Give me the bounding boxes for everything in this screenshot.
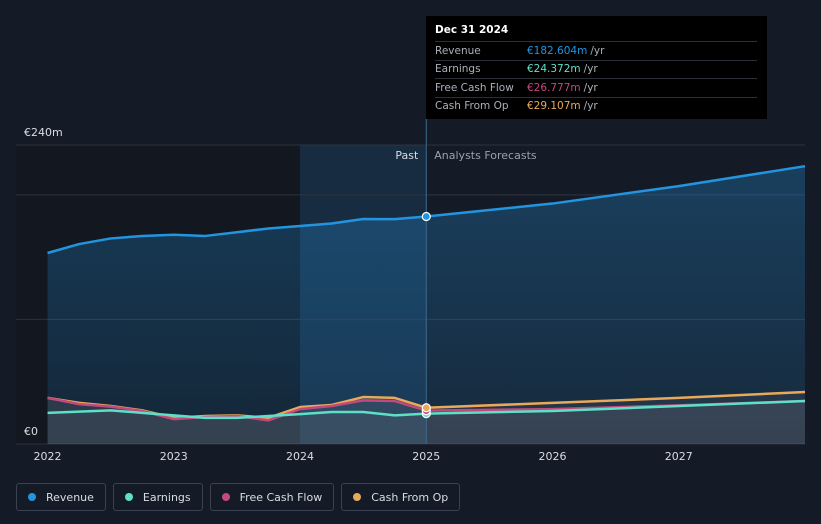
tooltip-value: €24.372m (527, 63, 581, 76)
point-marker (421, 211, 431, 222)
legend-label: Free Cash Flow (239, 490, 323, 504)
legend-item[interactable]: Revenue (16, 483, 106, 511)
legend-label: Earnings (142, 490, 191, 504)
tooltip-unit: /yr (590, 44, 605, 57)
x-tick-label: 2026 (539, 450, 567, 463)
point-marker (421, 403, 431, 413)
tooltip-unit: /yr (583, 63, 598, 76)
tooltip-row: Revenue €182.604m/yr (435, 41, 757, 60)
tooltip-value: €182.604m (527, 44, 588, 57)
legend-label: Cash From Op (371, 490, 449, 504)
tooltip-value: €29.107m (527, 100, 581, 113)
tooltip-value: €26.777m (527, 81, 581, 94)
y-tick-label: €0 (24, 425, 38, 438)
tooltip-row: Free Cash Flow €26.777m/yr (435, 78, 757, 97)
tooltip: Dec 31 2024 Revenue €182.604m/yr Earnings €… (426, 16, 767, 119)
series-line (47, 164, 806, 255)
tooltip-label: Free Cash Flow (435, 81, 514, 94)
legend-item[interactable]: Free Cash Flow (209, 483, 335, 511)
tooltip-unit: /yr (583, 81, 598, 94)
x-tick-label: 2025 (412, 450, 440, 463)
y-tick-label: €240m (24, 126, 63, 139)
tooltip-label: Cash From Op (435, 100, 509, 113)
x-tick-label: 2023 (160, 450, 188, 463)
tooltip-label: Revenue (435, 44, 481, 57)
x-tick-label: 2027 (665, 450, 693, 463)
tooltip-label: Earnings (435, 63, 481, 76)
legend-item[interactable]: Earnings (112, 483, 203, 511)
legend-dot (221, 493, 230, 501)
x-tick-label: 2022 (34, 450, 62, 463)
legend-dot (28, 493, 36, 501)
forecast-label: Analysts Forecasts (434, 149, 537, 162)
legend-label: Revenue (46, 490, 94, 504)
x-tick-label: 2024 (286, 450, 314, 463)
tooltip-row: Cash From Op €29.107m/yr (435, 96, 757, 116)
legend-dot (353, 493, 362, 501)
tooltip-date: Dec 31 2024 (435, 24, 509, 36)
tooltip-row: Earnings €24.372m/yr (435, 59, 757, 79)
past-label: Past (395, 149, 419, 162)
tooltip-unit: /yr (583, 100, 598, 113)
legend-item[interactable]: Cash From Op (341, 483, 461, 511)
series-line (47, 399, 806, 420)
legend-dot (124, 493, 133, 501)
legend: Revenue Earnings Free Cash Flow Cash From O… (16, 483, 461, 511)
